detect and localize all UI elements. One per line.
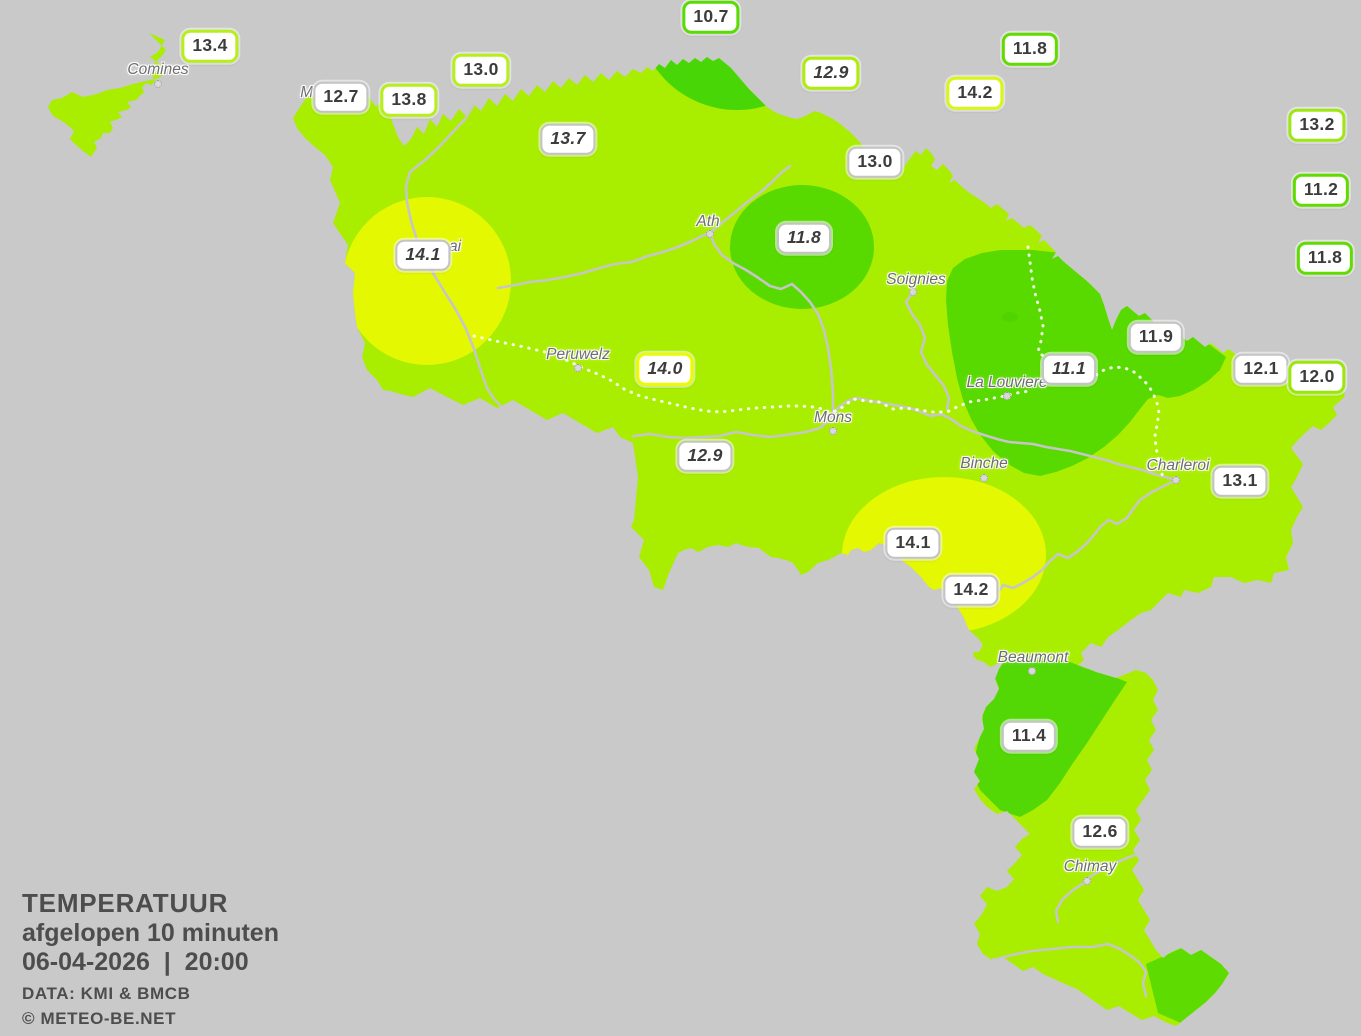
city-label-peruwelz: Peruwelz [546,346,610,363]
city-dot-soignies [909,288,917,296]
station-temp-badge: 11.4 [1001,720,1057,752]
legend-text-block: TEMPERATUUR afgelopen 10 minuten 06-04-2… [22,888,279,1029]
station-temp-badge: 13.7 [540,123,596,155]
station-temp-badge: 11.9 [1128,321,1184,353]
station-temp-badge: 11.2 [1292,173,1350,207]
city-label-binche: Binche [960,455,1008,472]
warm-blob-tournai [343,197,511,365]
city-dot-la-louviere [1003,392,1011,400]
city-dot-ath [706,230,714,238]
city-dot-peruwelz [574,364,582,372]
city-dot-binche [980,474,988,482]
station-temp-badge: 11.1 [1042,353,1096,385]
city-dot-mons [829,427,837,435]
province-exclave-comines-shape [48,33,168,157]
warm-blob-binche [842,477,1046,633]
station-temp-badge: 12.7 [313,81,369,113]
city-dot-charleroi [1172,476,1180,484]
city-label-chimay: Chimay [1063,858,1117,875]
station-temp-badge: 12.6 [1072,816,1128,848]
city-label-beaumont: Beaumont [997,649,1069,666]
station-temp-badge: 11.8 [1296,241,1354,275]
station-temp-badge: 13.2 [1288,108,1346,142]
city-label-la-louviere: La Louviere [966,374,1048,391]
station-temp-badge: 13.1 [1212,465,1268,497]
station-temp-badge: 14.1 [395,239,451,271]
station-temp-badge: 14.0 [636,352,694,386]
map-copyright: © METEO-BE.NET [22,1009,177,1029]
station-temp-badge: 13.0 [847,146,903,178]
city-label-soignies: Soignies [886,271,946,288]
station-temp-badge: 11.8 [777,222,831,254]
station-temp-badge: 12.1 [1233,353,1289,385]
map-title: TEMPERATUUR [22,888,229,918]
station-temp-badge: 11.8 [1001,32,1059,66]
city-label-charleroi: Charleroi [1146,457,1210,474]
city-dot-comines [154,80,162,88]
station-temp-badge: 10.7 [682,0,740,34]
station-temp-badge: 14.1 [885,527,941,559]
city-label-ath: Ath [696,213,720,230]
station-temp-badge: 12.9 [677,440,733,472]
station-temp-badge: 13.0 [452,53,510,87]
city-label-comines: Comines [127,61,189,78]
station-temp-badge: 14.2 [943,574,999,606]
city-dot-beaumont [1028,667,1036,675]
station-temp-badge: 13.8 [380,83,438,117]
station-temp-badge: 13.4 [181,29,239,63]
station-temp-badge: 14.2 [946,76,1004,110]
city-label-tournai-partial: ai [448,238,462,255]
map-data-source: DATA: KMI & BMCB [22,984,191,1004]
city-label-mons: Mons [814,409,852,426]
city-dot-chimay [1083,877,1091,885]
cool-blob-southeast [1146,938,1229,1024]
map-datetime: 06-04-2026 | 20:00 [22,948,249,977]
district-boundaries [472,245,1165,480]
station-temp-badge: 12.0 [1288,360,1346,394]
map-subtitle: afgelopen 10 minuten [22,919,279,948]
station-temp-badge: 12.9 [802,56,860,90]
small-cool-spot [1002,312,1018,322]
